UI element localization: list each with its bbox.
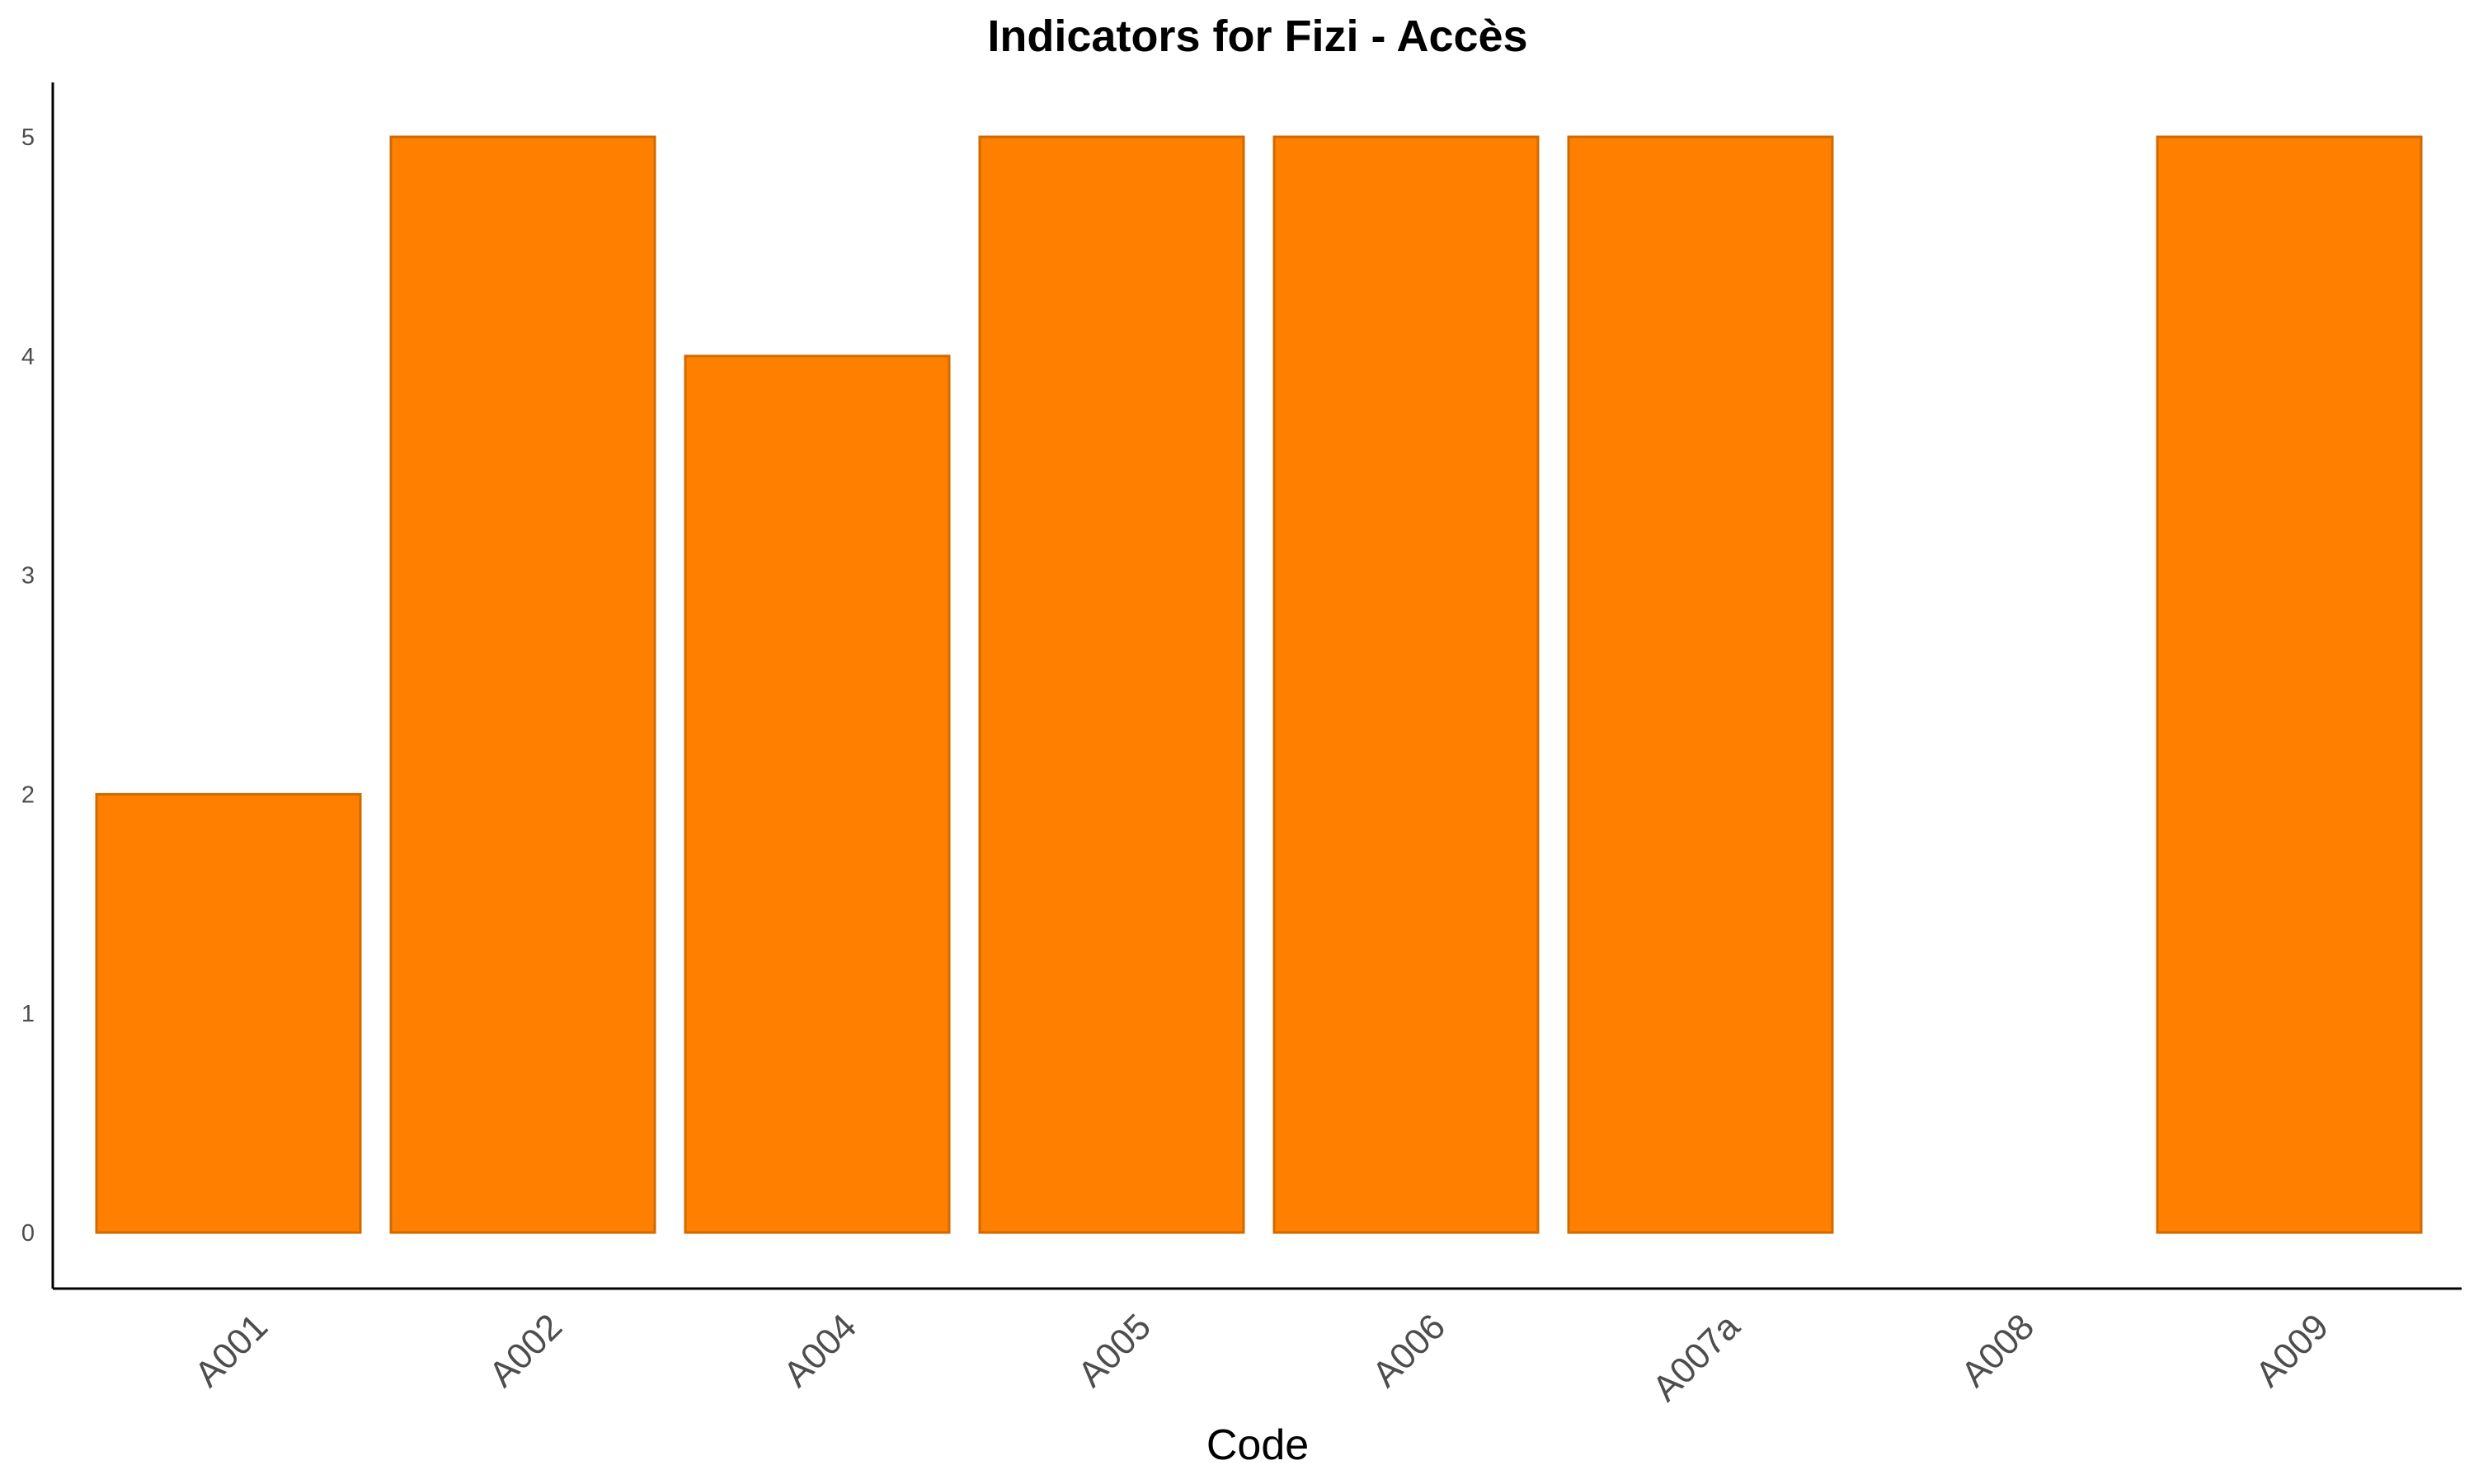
y-tick-label-5: 5	[21, 124, 35, 151]
y-tick-label-3: 3	[21, 563, 35, 589]
x-tick-label-A008: A008	[1954, 1306, 2042, 1394]
bars-layer	[95, 135, 2423, 1234]
y-tick-label-1: 1	[21, 1001, 35, 1027]
bar-A001	[95, 792, 362, 1234]
y-axis-ticks: 0 1 2 3 4 5	[21, 124, 35, 1247]
y-tick-label-2: 2	[21, 782, 35, 808]
bar-A007a	[1567, 135, 1834, 1234]
y-tick-label-0: 0	[21, 1220, 35, 1247]
x-tick-label-A006: A006	[1365, 1306, 1453, 1394]
bar-A005	[978, 135, 1245, 1234]
chart-title: Indicators for Fizi - Accès	[987, 12, 1527, 61]
bar-A006	[1272, 135, 1540, 1234]
x-tick-label-A007a: A007a	[1645, 1306, 1748, 1409]
bar-A009	[2156, 135, 2423, 1234]
x-tick-label-A004: A004	[776, 1306, 864, 1394]
x-tick-label-A002: A002	[482, 1306, 570, 1394]
x-tick-label-A009: A009	[2248, 1306, 2336, 1394]
y-tick-label-4: 4	[21, 344, 35, 370]
x-axis-label: Code	[1206, 1421, 1309, 1469]
x-tick-label-A001: A001	[187, 1306, 275, 1394]
x-tick-label-A005: A005	[1070, 1306, 1159, 1394]
x-axis-ticks: A001 A002 A004 A005 A006 A007a A008 A009	[187, 1306, 2336, 1409]
bar-A002	[389, 135, 656, 1234]
bar-A004	[684, 355, 951, 1234]
